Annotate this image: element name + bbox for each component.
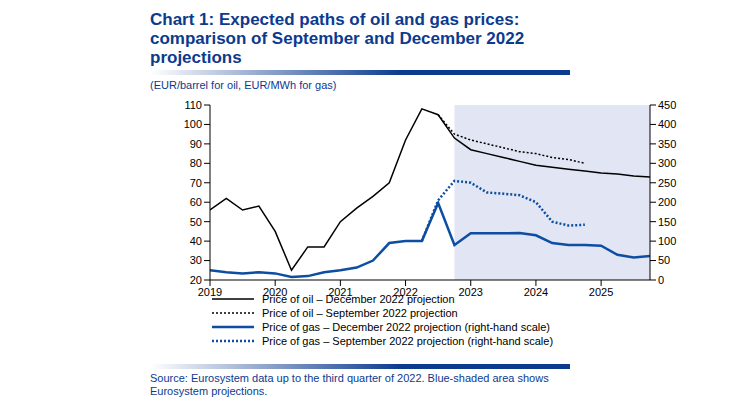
- svg-text:2024: 2024: [524, 286, 548, 298]
- svg-text:30: 30: [190, 254, 202, 266]
- svg-text:50: 50: [190, 216, 202, 228]
- svg-text:2023: 2023: [458, 286, 482, 298]
- svg-text:60: 60: [190, 196, 202, 208]
- svg-text:400: 400: [658, 118, 676, 130]
- svg-text:100: 100: [658, 235, 676, 247]
- svg-text:110: 110: [184, 99, 202, 111]
- svg-text:80: 80: [190, 157, 202, 169]
- svg-text:2019: 2019: [198, 286, 222, 298]
- svg-text:300: 300: [658, 157, 676, 169]
- svg-text:150: 150: [658, 216, 676, 228]
- svg-text:40: 40: [190, 235, 202, 247]
- svg-text:450: 450: [658, 99, 676, 111]
- svg-text:50: 50: [658, 254, 670, 266]
- svg-text:70: 70: [190, 177, 202, 189]
- svg-text:2025: 2025: [589, 286, 613, 298]
- svg-text:200: 200: [658, 196, 676, 208]
- svg-text:0: 0: [658, 274, 664, 286]
- svg-text:350: 350: [658, 138, 676, 150]
- svg-text:20: 20: [190, 274, 202, 286]
- svg-text:90: 90: [190, 138, 202, 150]
- svg-text:100: 100: [184, 118, 202, 130]
- svg-text:250: 250: [658, 177, 676, 189]
